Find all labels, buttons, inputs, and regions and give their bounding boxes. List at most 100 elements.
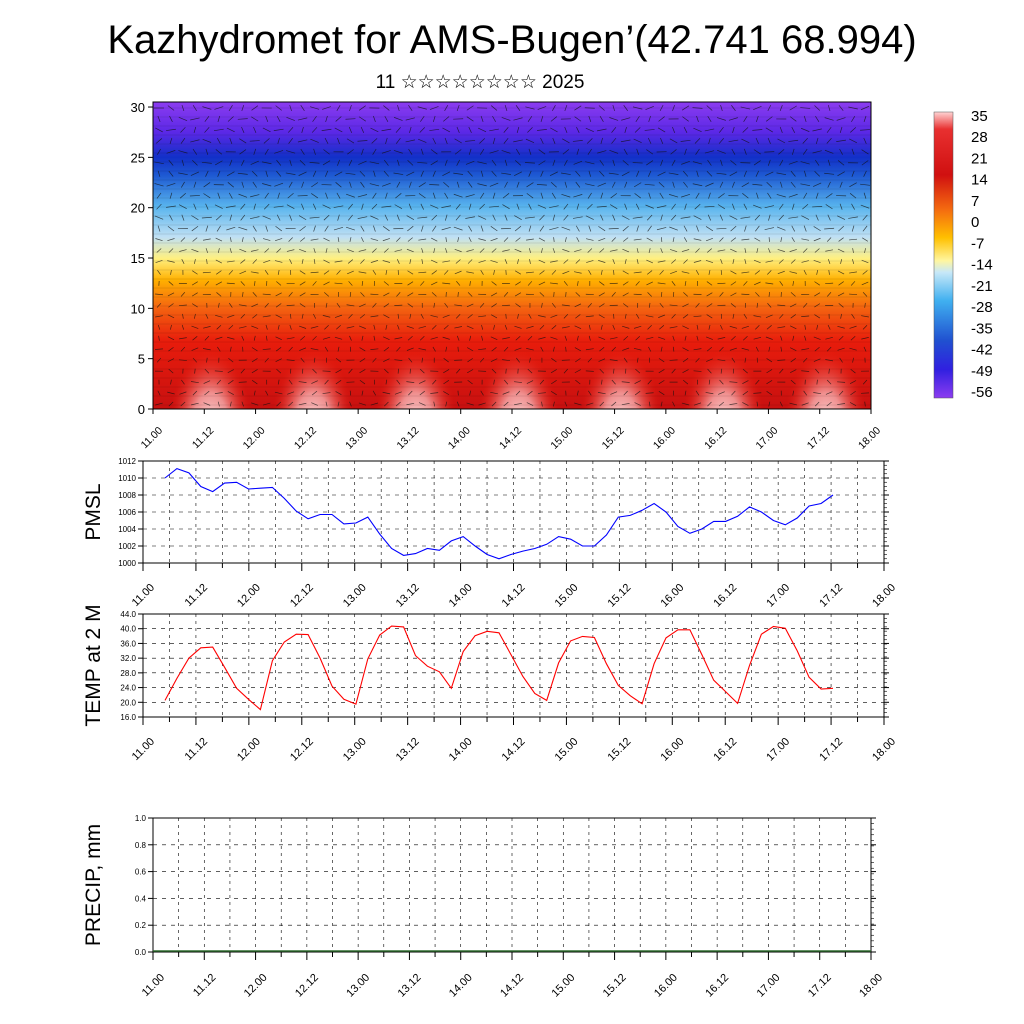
wind-vector [586,138,593,144]
wind-vector [251,170,258,177]
wind-vector [417,216,428,219]
wind-vector [288,401,294,407]
wind-vector [274,260,283,263]
wind-vector [705,336,713,340]
wind-vector [790,292,796,297]
wind-vector [778,214,784,221]
x-tick-label: 17.12 [817,582,845,610]
wind-vector [393,150,403,154]
wind-vector [372,248,377,253]
wind-vector [683,292,688,297]
wind-vector [812,206,823,208]
wind-vector [597,392,606,395]
wind-vector [167,358,175,363]
wind-vector [540,170,544,177]
wind-vector [394,359,403,362]
wind-vector [752,129,763,131]
wind-vector [563,368,568,374]
wind-vector [838,281,844,286]
wind-vector [541,401,543,407]
wind-vector [442,282,451,285]
wind-vector [730,335,736,341]
wind-vector [801,348,810,351]
wind-vector [169,214,173,221]
wind-vector [837,270,845,275]
wind-vector [288,237,293,242]
wind-vector [443,358,449,363]
wind-vector [768,291,770,297]
wind-vector [635,335,641,341]
wind-vector [658,358,665,363]
wind-vector [515,281,521,286]
wind-vector [634,193,641,199]
y-tick-label: 5 [138,352,145,367]
wind-vector [574,325,582,330]
wind-vector [766,358,773,363]
wind-vector [491,281,497,286]
wind-vector [312,170,317,177]
wind-vector [276,401,282,407]
wind-vector [467,358,473,363]
wind-vector [322,392,331,394]
wind-vector [802,203,809,210]
wind-vector [791,237,795,243]
wind-vector [465,194,475,198]
wind-vector [720,259,723,264]
wind-vector [851,225,855,232]
wind-vector [192,336,198,341]
wind-vector [477,215,487,220]
wind-vector [252,292,257,297]
wind-vector [754,237,761,242]
wind-vector [779,313,784,319]
wind-vector [802,148,808,155]
wind-vector [707,368,712,374]
wind-vector [358,160,367,165]
wind-vector [469,335,472,341]
wind-vector [621,171,630,177]
wind-vector [299,160,306,166]
wind-vector [516,181,520,188]
wind-vector [633,347,642,351]
wind-vector [611,292,616,297]
wind-vector [633,325,642,329]
wind-vector [622,270,629,275]
wind-vector [180,401,186,407]
wind-vector [253,203,256,210]
wind-vector [157,170,161,177]
wind-vector [779,401,783,407]
wind-vector [692,107,703,109]
wind-vector [203,402,211,406]
wind-vector [538,281,546,286]
x-tick-label: 12.12 [293,972,321,1000]
wind-vector [624,313,627,319]
wind-vector [741,347,750,351]
wind-vector [394,391,402,395]
wind-vector [417,162,428,164]
wind-vector [336,192,341,199]
wind-vector [839,126,843,133]
wind-vector [157,390,161,396]
wind-vector [622,248,630,253]
wind-vector [515,303,521,308]
wind-vector [373,115,376,123]
wind-vector [718,193,725,199]
wind-vector [264,248,270,253]
wind-vector [789,271,798,274]
wind-vector [276,170,282,177]
wind-vector [609,337,618,340]
wind-vector [803,115,807,123]
wind-vector [286,359,295,361]
wind-vector [824,172,835,175]
wind-vector [252,225,257,232]
wind-vector [776,226,786,231]
wind-vector [826,126,832,133]
y-tick-label: 1012 [118,457,136,466]
wind-vector [313,248,316,253]
wind-vector [765,336,773,340]
wind-vector [370,238,379,241]
wind-vector [753,160,761,166]
wind-vector [514,171,522,177]
wind-vector [241,126,245,133]
wind-vector [490,105,498,111]
wind-vector [442,260,451,263]
